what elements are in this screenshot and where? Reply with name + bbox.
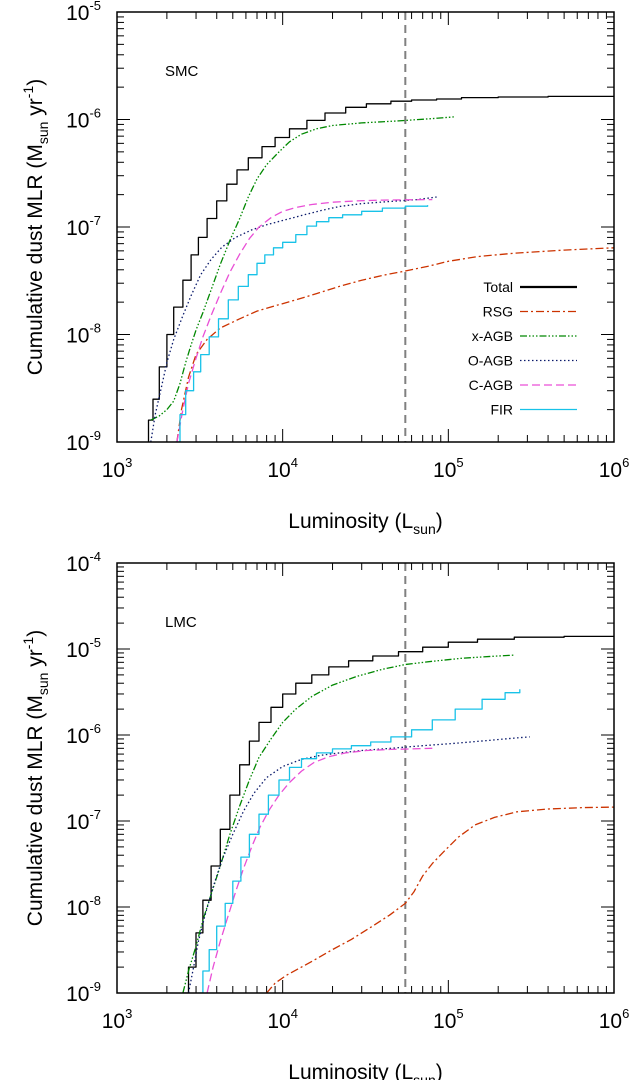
x-tick-label: 104 [267,455,298,482]
legend-label-c-agb: C-AGB [469,377,513,393]
plot-area [182,635,614,993]
legend-label-total: Total [483,279,513,295]
y-tick-label: 10-4 [66,549,101,576]
y-tick-label: 10-6 [66,106,101,133]
series-x-agb-line [150,116,456,421]
series-fir-line [175,205,429,442]
y-tick-label: 10-7 [66,213,101,240]
x-tick-label: 106 [599,455,630,482]
series-total-line [147,95,614,442]
plot-frame [116,11,615,443]
x-tick-label: 103 [102,1006,133,1033]
y-tick-label: 10-8 [66,893,101,920]
y-axis-title: Cumulative dust MLR (Msun yr-1) [20,79,51,375]
panel-label: SMC [165,63,199,80]
legend: Total RSG x-AGB O-AGB C-AGB FIR [468,279,577,418]
lmc-panel: 103 104 105 106 10-9 10-8 10-7 10-6 10-5 10-4 Lumi… [20,549,629,1080]
y-tick-label: 10-8 [66,321,101,348]
series-o-agb-line [150,196,437,442]
y-tick-label: 10-6 [66,721,101,748]
x-tick-label: 106 [599,1006,630,1033]
y-tick-label: 10-9 [66,428,101,455]
x-axis-title: Luminosity (Lsun) [288,510,442,537]
legend-label-o-agb: O-AGB [468,353,513,369]
panel-label: LMC [165,614,197,631]
y-tick-label: 10-5 [66,0,101,25]
y-tick-label: 10-7 [66,807,101,834]
series-total-line [182,635,614,993]
series-rsg-line [176,247,614,442]
x-tick-label: 104 [267,1006,298,1033]
y-axis-title: Cumulative dust MLR (Msun yr-1) [20,630,51,926]
series-rsg-line [266,806,614,993]
y-tick-label: 10-9 [66,979,101,1006]
series-fir-line [198,689,521,993]
ticks [116,11,615,443]
x-axis-title: Luminosity (Lsun) [288,1061,442,1080]
x-tick-label: 105 [433,455,464,482]
plot-frame [116,562,615,994]
series-x-agb-line [182,654,515,993]
legend-label-x-agb: x-AGB [472,328,513,344]
smc-panel: 103 104 105 106 10-9 10-8 10-7 10-6 10-5 Luminosi… [20,0,629,537]
legend-label-fir: FIR [490,402,513,418]
series-o-agb-line [187,736,530,993]
legend-label-rsg: RSG [483,304,513,320]
plot-area [147,95,614,442]
x-tick-label: 105 [433,1006,464,1033]
y-tick-label: 10-5 [66,635,101,662]
x-tick-label: 103 [102,455,133,482]
series-c-agb-line [176,198,433,442]
